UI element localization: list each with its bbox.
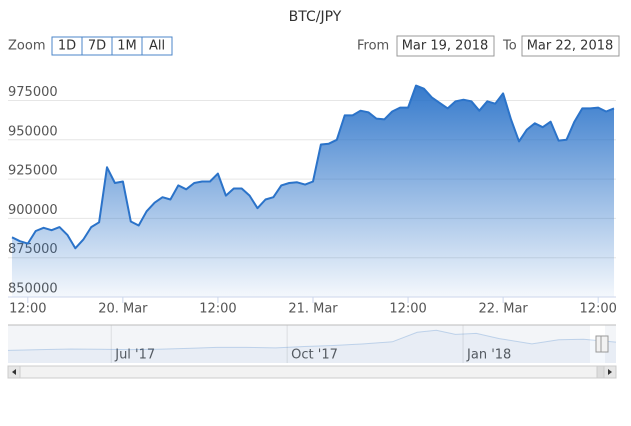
navigator: Jul '17 Oct '17 Jan '18: [7, 325, 617, 363]
y-tick-label: 900000: [8, 203, 58, 218]
price-line: [11, 84, 615, 250]
x-tick-label: 22. Mar: [478, 302, 528, 317]
area-fill: [11, 85, 615, 297]
navigator-tick-label: Jan '18: [466, 348, 511, 363]
navigator-mask: [605, 325, 616, 363]
navigator-mask: [8, 325, 590, 363]
navigator-tick-label: Oct '17: [291, 348, 338, 363]
button-label: 1D: [58, 39, 76, 54]
zoom-button[interactable]: All: [141, 36, 173, 56]
x-tick-label: 20. Mar: [98, 302, 148, 317]
from-value: Mar 19, 2018: [402, 39, 489, 54]
scrollbar-thumb[interactable]: [596, 365, 605, 379]
input-box: [396, 35, 495, 57]
arrow-icon: [608, 369, 612, 375]
to-label: To: [502, 39, 517, 54]
plot: 85000087500090000092500095000097500012:0…: [8, 84, 617, 317]
y-tick-label: 950000: [8, 124, 58, 139]
arrow-icon: [12, 369, 16, 375]
to-value: Mar 22, 2018: [527, 39, 614, 54]
x-tick-label: 12:00: [579, 302, 616, 317]
x-tick-label: 12:00: [389, 302, 426, 317]
zoom-label: Zoom: [8, 39, 45, 54]
navigator-line: [7, 329, 617, 351]
y-tick-label: 925000: [8, 164, 58, 179]
navigator-area: [8, 330, 616, 363]
button-label: 1M: [117, 39, 137, 54]
button-label: 7D: [88, 39, 106, 54]
x-tick-label: 21. Mar: [288, 302, 338, 317]
to-input[interactable]: Mar 22, 2018: [521, 35, 620, 57]
chart-title: BTC/JPY: [289, 9, 342, 25]
scrollbar-track[interactable]: [7, 365, 617, 379]
button-label: All: [149, 39, 165, 54]
navigator-tick-label: Jul '17: [114, 348, 155, 363]
input-box: [521, 35, 620, 57]
zoom-button[interactable]: 7D: [81, 36, 113, 56]
navigator-handle[interactable]: [600, 335, 609, 353]
y-tick-label: 975000: [8, 85, 58, 100]
zoom-button[interactable]: 1M: [111, 36, 143, 56]
from-input[interactable]: Mar 19, 2018: [396, 35, 495, 57]
x-tick-label: 12:00: [199, 302, 236, 317]
button-box: [141, 36, 173, 56]
from-label: From: [357, 39, 389, 54]
zoom-button[interactable]: 1D: [51, 36, 83, 56]
x-tick-label: 12:00: [9, 302, 46, 317]
